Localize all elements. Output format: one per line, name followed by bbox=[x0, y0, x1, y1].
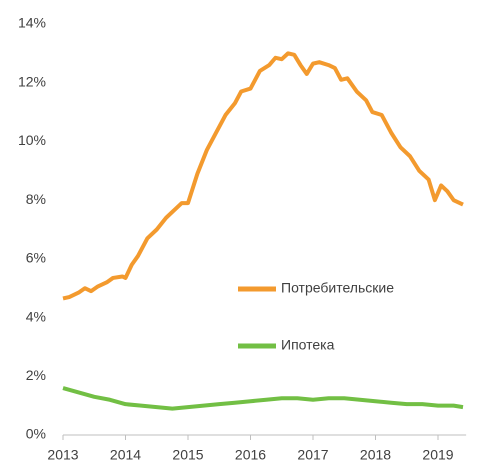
x-tick-label: 2014 bbox=[110, 447, 141, 463]
x-tick-label: 2019 bbox=[422, 447, 453, 463]
legend-label: Потребительские bbox=[281, 280, 394, 296]
y-tick-label: 10% bbox=[18, 132, 46, 148]
y-tick-label: 14% bbox=[18, 15, 46, 31]
x-tick-label: 2017 bbox=[297, 447, 328, 463]
x-tick-label: 2015 bbox=[172, 447, 203, 463]
x-tick-label: 2013 bbox=[47, 447, 78, 463]
y-tick-label: 0% bbox=[26, 426, 46, 442]
x-tick-label: 2018 bbox=[360, 447, 391, 463]
series-line bbox=[62, 51, 464, 301]
y-tick-label: 8% bbox=[26, 191, 46, 207]
series-line bbox=[62, 386, 464, 411]
x-tick-label: 2016 bbox=[235, 447, 266, 463]
y-tick-label: 6% bbox=[26, 250, 46, 266]
y-tick-label: 12% bbox=[18, 73, 46, 89]
y-tick-label: 2% bbox=[26, 367, 46, 383]
y-tick-label: 4% bbox=[26, 308, 46, 324]
legend-label: Ипотека bbox=[281, 337, 335, 353]
